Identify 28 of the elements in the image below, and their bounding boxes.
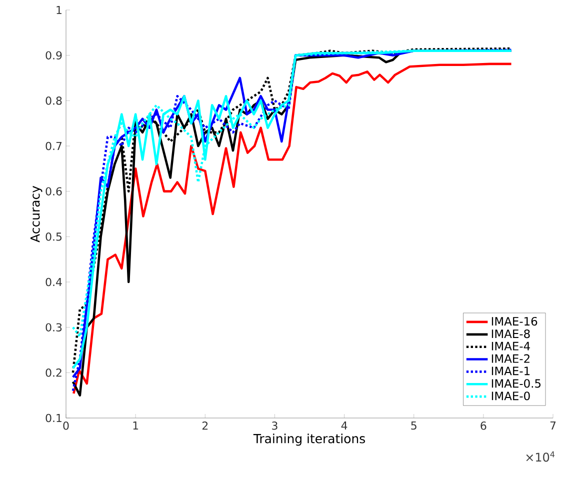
y-tick-label: 0.9 xyxy=(46,51,62,60)
x-tick-label: 6 xyxy=(480,422,486,430)
y-tick-label: 0.7 xyxy=(46,142,62,150)
y-tick-label: 0.6 xyxy=(46,187,62,196)
y-tick-label: 1 xyxy=(56,6,62,14)
x-tick-label: 3 xyxy=(272,422,278,430)
legend-label: IMAE-0 xyxy=(492,392,530,400)
legend-label: IMAE-1 xyxy=(492,366,530,376)
y-tick-label: 0.3 xyxy=(46,323,62,332)
x-tick-label: 4 xyxy=(341,422,348,430)
x-tick-label: 2 xyxy=(202,422,208,430)
legend-label: IMAE-16 xyxy=(492,316,538,326)
x-axis-title: Training iterations xyxy=(253,434,365,446)
x-tick-label: 1 xyxy=(133,422,138,430)
x-tick-label: 0 xyxy=(63,422,69,430)
legend-label: IMAE-0.5 xyxy=(492,379,541,388)
x-tick-label: 7 xyxy=(550,422,556,430)
y-tick-label: 0.1 xyxy=(46,414,62,422)
y-tick-label: 0.2 xyxy=(46,368,62,377)
text: ×10$^{4}$ xyxy=(526,451,555,462)
x-tick-label: 5 xyxy=(411,422,416,430)
legend-label: IMAE-8 xyxy=(492,329,530,338)
legend-label: IMAE-2 xyxy=(492,354,530,363)
y-axis-title: Accuracy xyxy=(30,186,42,242)
y-tick-label: 0.4 xyxy=(46,278,62,286)
y-tick-label: 0.8 xyxy=(46,96,62,105)
legend-label: IMAE-4 xyxy=(492,342,530,350)
y-tick-label: 0.5 xyxy=(46,232,62,241)
